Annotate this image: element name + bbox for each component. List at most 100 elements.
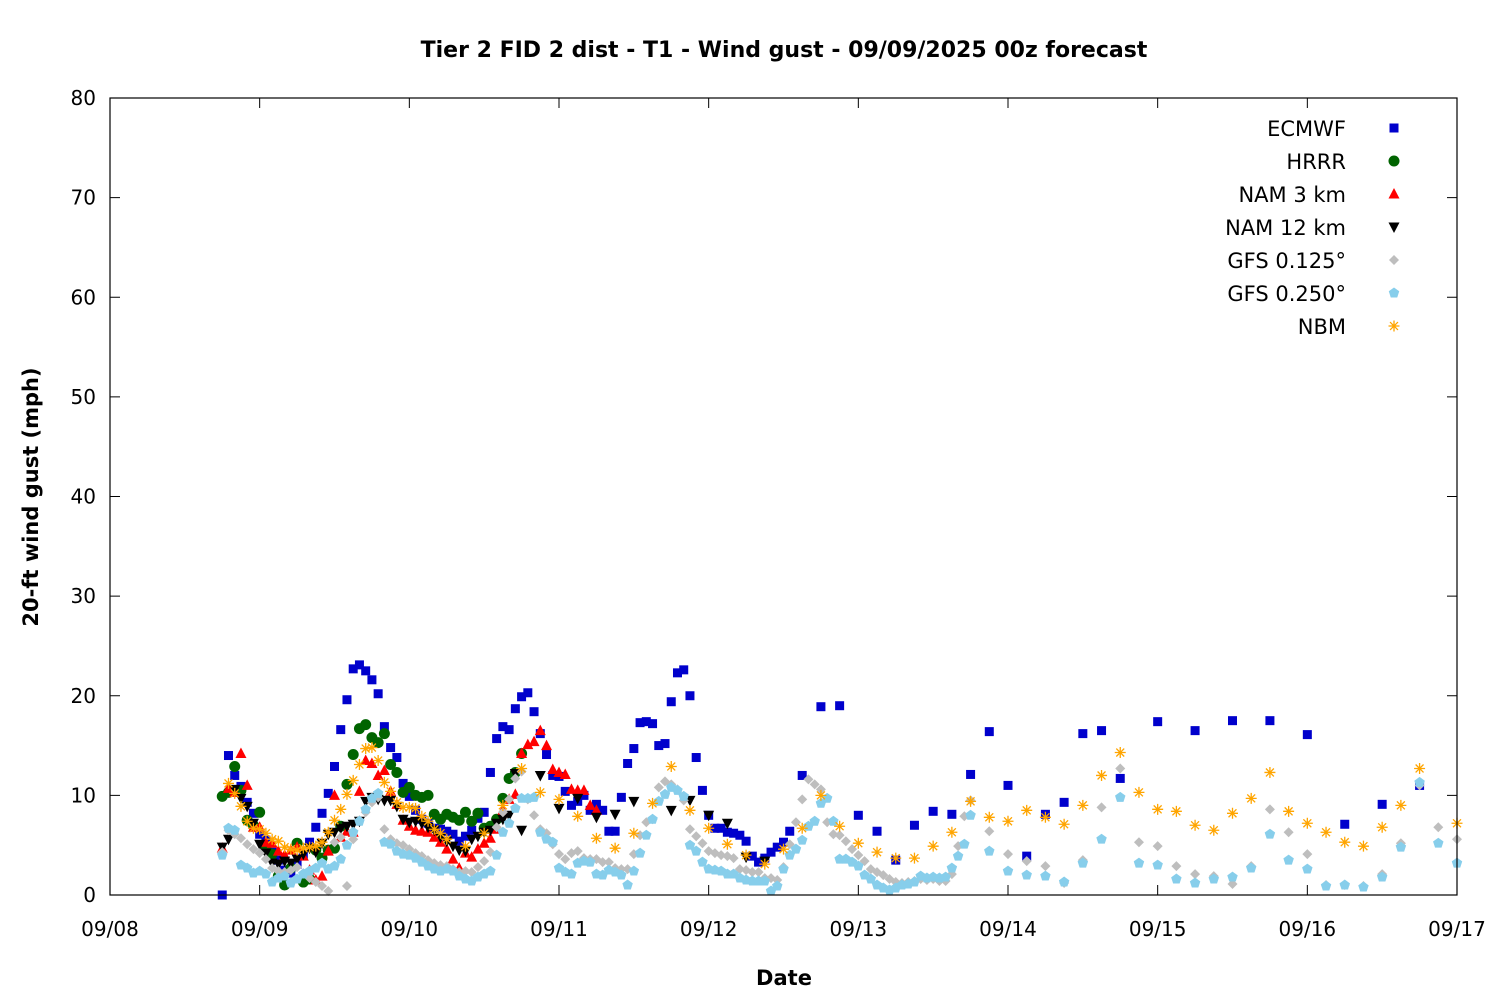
data-point: [541, 739, 553, 751]
legend-marker: [1388, 320, 1400, 332]
data-point: [497, 814, 509, 826]
data-point: [254, 839, 266, 851]
data-point: [1171, 861, 1182, 872]
data-point: [984, 826, 995, 837]
data-point: [741, 836, 751, 846]
data-point: [478, 837, 490, 848]
data-point: [566, 800, 576, 810]
data-point: [230, 770, 240, 780]
x-tick-label: 09/16: [1279, 917, 1337, 941]
plot-area: [216, 660, 1463, 900]
data-point: [385, 758, 397, 770]
data-point: [247, 822, 259, 834]
y-tick-label: 0: [83, 883, 96, 907]
data-point: [1058, 818, 1070, 830]
data-point: [229, 824, 240, 835]
data-point: [984, 845, 995, 856]
data-point: [703, 822, 715, 834]
data-point: [297, 849, 309, 861]
data-point: [391, 796, 403, 808]
data-point: [347, 749, 359, 761]
data-point: [360, 719, 372, 731]
data-point: [484, 832, 496, 843]
data-point: [1227, 879, 1238, 890]
legend-label: GFS 0.250°: [1227, 282, 1346, 306]
data-point: [1302, 863, 1313, 874]
data-point: [1301, 817, 1313, 829]
data-point: [353, 758, 365, 770]
data-point: [285, 843, 297, 855]
data-point: [1096, 833, 1107, 844]
data-point: [347, 826, 359, 837]
data-point: [871, 846, 883, 858]
data-point: [572, 846, 583, 857]
data-point: [1115, 773, 1125, 783]
data-point: [684, 839, 696, 850]
data-point: [491, 849, 502, 860]
data-point: [442, 826, 452, 836]
data-point: [529, 810, 540, 821]
data-point: [610, 826, 620, 836]
data-point: [865, 873, 877, 884]
data-point: [690, 845, 702, 856]
legend-marker: [1389, 123, 1399, 133]
data-point: [260, 848, 272, 860]
data-point: [323, 788, 333, 798]
data-point: [735, 830, 745, 840]
data-point: [272, 859, 284, 871]
data-point: [1133, 857, 1145, 868]
data-point: [272, 845, 284, 856]
data-point: [1096, 802, 1107, 813]
data-point: [222, 777, 234, 789]
x-tick-label: 09/08: [81, 917, 139, 941]
data-point: [1040, 870, 1051, 881]
data-point: [716, 850, 727, 861]
data-point: [360, 754, 372, 766]
data-point: [840, 836, 851, 847]
data-point: [672, 668, 682, 678]
data-point: [560, 854, 571, 865]
data-point: [722, 827, 732, 837]
data-point: [1245, 792, 1257, 804]
data-point: [348, 664, 358, 674]
data-point: [1152, 803, 1164, 815]
data-point: [479, 807, 489, 817]
data-point: [622, 879, 633, 890]
series-gfs-0-250: [217, 776, 1463, 896]
data-point: [341, 778, 353, 790]
data-point: [747, 867, 758, 878]
data-point: [422, 815, 434, 827]
data-point: [354, 660, 364, 670]
y-tick-label: 50: [71, 385, 96, 409]
data-point: [466, 815, 478, 827]
data-point: [329, 789, 340, 800]
data-point: [710, 823, 720, 833]
data-point: [347, 774, 359, 786]
data-point: [1245, 862, 1257, 873]
data-point: [560, 786, 570, 796]
data-point: [336, 725, 346, 735]
data-point: [1078, 729, 1088, 739]
data-point: [684, 804, 696, 816]
y-tick-label: 30: [71, 584, 96, 608]
series-nbm: [222, 742, 1463, 870]
data-point: [329, 837, 340, 848]
data-point: [478, 827, 490, 839]
data-point: [1433, 837, 1444, 848]
x-tick-label: 09/12: [680, 917, 738, 941]
x-tick-label: 09/09: [231, 917, 289, 941]
data-point: [467, 825, 477, 835]
data-point: [1264, 766, 1276, 778]
data-point: [341, 788, 353, 800]
data-point: [342, 695, 352, 705]
y-tick-label: 10: [71, 783, 96, 807]
data-point: [1190, 869, 1201, 880]
data-point: [485, 865, 496, 876]
data-point: [266, 833, 278, 845]
x-tick-label: 09/15: [1129, 917, 1187, 941]
data-point: [517, 692, 527, 702]
data-point: [460, 831, 470, 841]
data-point: [1357, 840, 1369, 852]
x-tick-label: 09/17: [1428, 917, 1486, 941]
data-point: [1096, 769, 1108, 781]
